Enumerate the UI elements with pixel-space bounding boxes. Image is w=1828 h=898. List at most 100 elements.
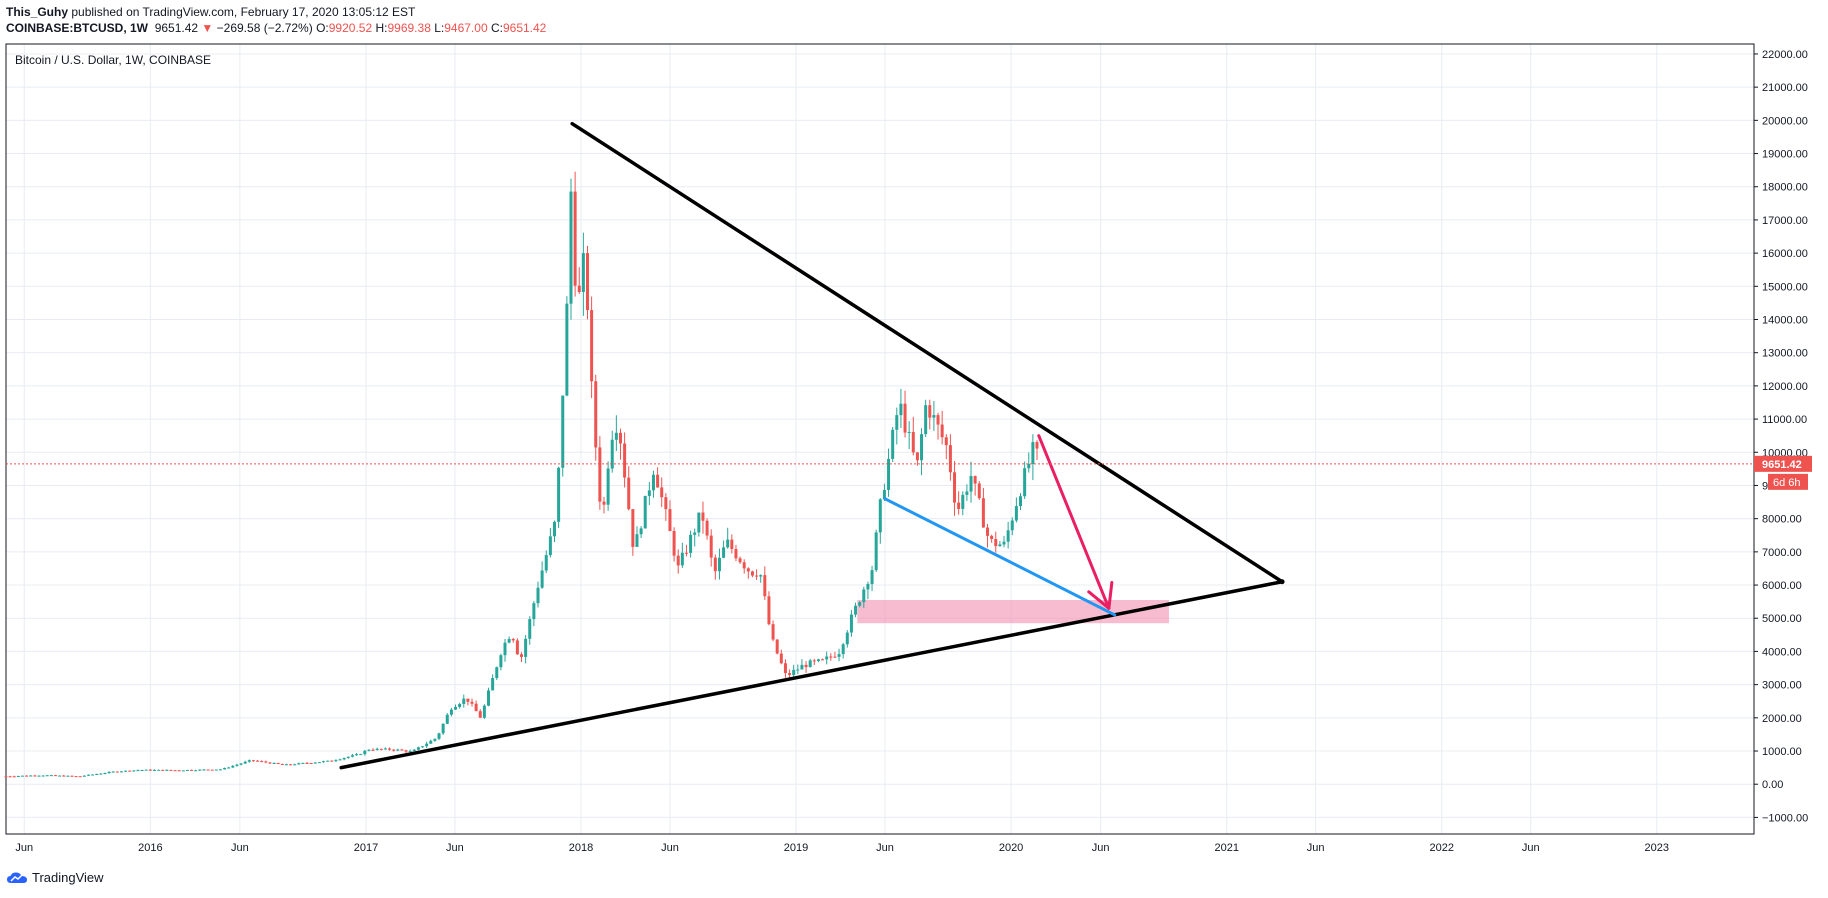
plot-frame bbox=[5, 43, 1755, 835]
x-tick-label: Jun bbox=[661, 842, 679, 854]
x-tick-label: Jun bbox=[876, 842, 894, 854]
candle-down bbox=[684, 552, 688, 554]
candles-layer bbox=[4, 171, 1039, 778]
low-value: 9467.00 bbox=[444, 21, 488, 35]
y-tick-label: 7000.00 bbox=[1762, 547, 1802, 559]
candle-down bbox=[829, 656, 833, 658]
candle-up bbox=[643, 495, 647, 529]
candle-down bbox=[903, 403, 907, 433]
candle-up bbox=[86, 774, 90, 776]
candle-up bbox=[565, 303, 569, 396]
candle-up bbox=[334, 760, 338, 762]
candle-down bbox=[973, 476, 977, 484]
candle-up bbox=[107, 771, 111, 774]
candle-down bbox=[594, 381, 598, 448]
candle-down bbox=[515, 640, 519, 655]
candle-up bbox=[1014, 506, 1018, 521]
publish-info: This_Guhy published on TradingView.com, … bbox=[6, 5, 415, 19]
candle-down bbox=[730, 539, 734, 550]
countdown-tag-bg bbox=[1768, 473, 1808, 490]
candle-down bbox=[746, 568, 750, 572]
candle-up bbox=[610, 439, 614, 469]
candle-up bbox=[536, 587, 540, 604]
candle-up bbox=[454, 706, 458, 710]
candle-down bbox=[627, 477, 631, 510]
candle-up bbox=[136, 770, 140, 772]
x-tick-label: 2022 bbox=[1430, 842, 1454, 854]
candle-down bbox=[598, 447, 602, 502]
candle-down bbox=[573, 191, 577, 286]
candle-down bbox=[400, 749, 404, 751]
y-tick-label: 17000.00 bbox=[1762, 215, 1808, 227]
candle-up bbox=[82, 775, 86, 777]
candle-up bbox=[561, 395, 565, 468]
candle-up bbox=[20, 775, 24, 777]
candle-up bbox=[458, 703, 462, 707]
y-tick-label: 1000.00 bbox=[1762, 746, 1802, 758]
candle-up bbox=[680, 552, 684, 566]
candle-up bbox=[689, 534, 693, 553]
candle-up bbox=[408, 751, 412, 753]
candle-up bbox=[800, 664, 804, 670]
candle-down bbox=[767, 596, 771, 625]
candle-down bbox=[470, 701, 474, 704]
candle-up bbox=[140, 769, 144, 771]
candle-down bbox=[404, 750, 408, 752]
candle-up bbox=[495, 667, 499, 679]
candle-down bbox=[804, 664, 808, 668]
candle-up bbox=[124, 770, 128, 772]
publish-text: published on TradingView.com, February 1… bbox=[71, 5, 416, 19]
y-tick-label: 12000.00 bbox=[1762, 381, 1808, 393]
candle-up bbox=[181, 770, 185, 772]
apex-point bbox=[1279, 579, 1285, 585]
y-tick-label: 15000.00 bbox=[1762, 281, 1808, 293]
candle-up bbox=[239, 763, 243, 765]
candle-down bbox=[53, 775, 57, 777]
candle-down bbox=[260, 761, 264, 763]
candle-down bbox=[33, 775, 37, 777]
candle-up bbox=[383, 748, 387, 750]
candle-down bbox=[986, 527, 990, 536]
candle-up bbox=[524, 638, 528, 657]
candle-down bbox=[936, 415, 940, 425]
candle-up bbox=[66, 775, 70, 777]
candle-down bbox=[705, 520, 709, 536]
candle-up bbox=[697, 512, 701, 533]
candle-down bbox=[585, 253, 589, 311]
candle-up bbox=[969, 476, 973, 492]
candle-up bbox=[412, 749, 416, 752]
candle-down bbox=[1035, 442, 1039, 449]
author-name[interactable]: This_Guhy bbox=[6, 5, 69, 19]
candle-down bbox=[264, 761, 268, 763]
candle-down bbox=[738, 558, 742, 563]
x-tick-label: Jun bbox=[1522, 842, 1540, 854]
candle-down bbox=[177, 770, 181, 772]
candle-up bbox=[548, 536, 552, 556]
candle-down bbox=[676, 555, 680, 566]
candle-down bbox=[280, 763, 284, 765]
candle-down bbox=[833, 656, 837, 658]
candle-up bbox=[363, 750, 367, 755]
candle-up bbox=[425, 743, 429, 747]
candle-up bbox=[103, 773, 107, 775]
candle-up bbox=[614, 432, 618, 440]
candle-down bbox=[618, 432, 622, 444]
candle-up bbox=[924, 405, 928, 435]
candle-down bbox=[305, 762, 309, 764]
candle-down bbox=[256, 760, 260, 762]
candle-up bbox=[841, 644, 845, 655]
footer-brand[interactable]: TradingView bbox=[6, 870, 104, 885]
candle-up bbox=[91, 774, 95, 776]
candle-down bbox=[210, 769, 214, 771]
candle-up bbox=[639, 528, 643, 535]
candle-up bbox=[355, 754, 359, 756]
y-tick-label: 14000.00 bbox=[1762, 315, 1808, 327]
candle-down bbox=[750, 571, 754, 576]
candle-up bbox=[569, 191, 573, 304]
candle-up bbox=[796, 669, 800, 671]
chart-title: Bitcoin / U.S. Dollar, 1W, COINBASE bbox=[15, 53, 211, 67]
support-zone-layer bbox=[857, 599, 1169, 624]
y-tick-label: 22000.00 bbox=[1762, 49, 1808, 61]
candle-up bbox=[825, 656, 829, 660]
